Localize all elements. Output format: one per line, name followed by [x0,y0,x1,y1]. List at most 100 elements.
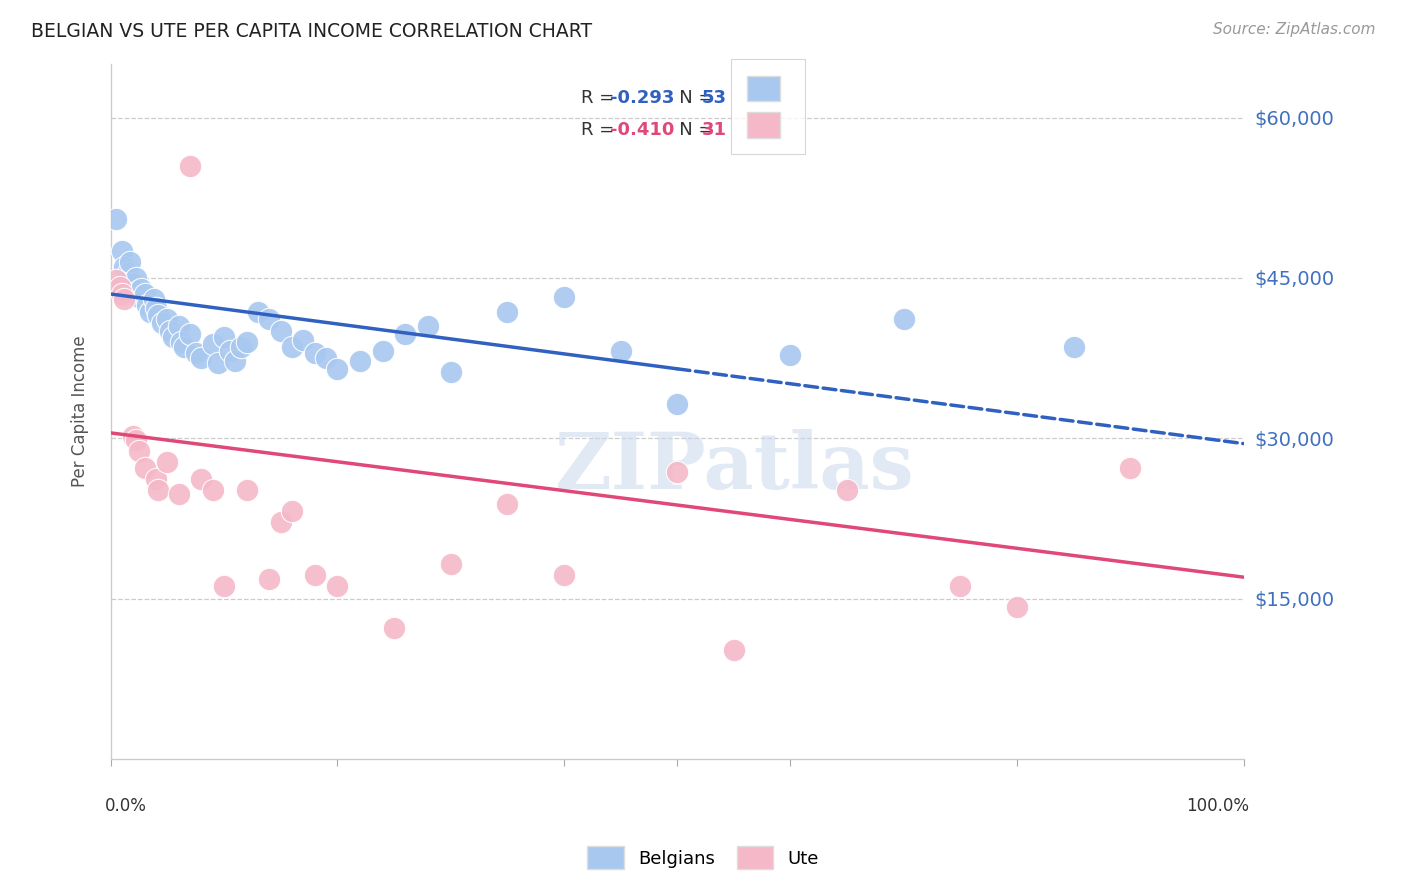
Point [371,343,394,358]
Point [170,335,193,350]
Text: N =: N = [662,121,720,139]
Point [128,290,150,304]
Point [835,483,858,497]
Point [179,159,201,173]
Point [122,277,145,291]
Point [229,341,252,355]
Point [111,287,134,301]
Point [1063,341,1085,355]
Text: Source: ZipAtlas.com: Source: ZipAtlas.com [1212,22,1375,37]
Point [224,354,246,368]
Text: N =: N = [662,88,720,107]
Point [173,341,195,355]
Point [125,271,148,285]
Point [315,351,337,365]
Point [723,642,745,657]
Point [292,333,315,347]
Point [127,284,149,298]
Point [893,311,915,326]
Point [496,305,519,319]
Point [122,429,145,443]
Text: R =: R = [581,121,620,139]
Point [148,483,170,497]
Point [270,515,292,529]
Point [553,290,575,304]
Point [553,568,575,582]
Point [270,325,292,339]
Point [179,326,201,341]
Point [247,305,270,319]
Point [496,498,519,512]
Point [259,572,281,586]
Text: 31: 31 [702,121,727,139]
Point [326,361,349,376]
Point [235,335,257,350]
Point [416,319,439,334]
Point [145,472,167,486]
Point [190,472,212,486]
Text: 0.0%: 0.0% [105,797,148,815]
Point [235,483,257,497]
Point [112,260,135,275]
Legend: , : , [731,60,804,154]
Point [111,244,134,259]
Point [304,568,326,582]
Point [201,337,224,351]
Point [156,455,179,469]
Point [218,343,240,358]
Point [259,311,281,326]
Point [382,622,405,636]
Point [394,326,416,341]
Point [349,354,371,368]
Text: R =: R = [581,88,620,107]
Point [212,579,235,593]
Text: -0.410: -0.410 [610,121,675,139]
Point [142,293,165,307]
Point [125,434,148,448]
Point [134,461,156,475]
Legend: Belgians, Ute: Belgians, Ute [578,838,828,879]
Point [167,319,190,334]
Point [108,279,131,293]
Point [134,287,156,301]
Point [148,309,170,323]
Point [439,558,461,572]
Point [136,298,159,312]
Point [609,343,631,358]
Point [139,305,162,319]
Text: -0.293: -0.293 [610,88,675,107]
Text: 100.0%: 100.0% [1187,797,1249,815]
Point [201,483,224,497]
Y-axis label: Per Capita Income: Per Capita Income [72,335,89,487]
Point [117,266,139,280]
Point [156,311,179,326]
Point [167,487,190,501]
Point [112,293,135,307]
Point [105,212,128,227]
Text: 53: 53 [702,88,727,107]
Point [150,316,173,330]
Point [190,351,212,365]
Point [779,348,801,362]
Point [162,330,184,344]
Text: BELGIAN VS UTE PER CAPITA INCOME CORRELATION CHART: BELGIAN VS UTE PER CAPITA INCOME CORRELA… [31,22,592,41]
Point [118,255,141,269]
Point [131,282,153,296]
Point [949,579,972,593]
Point [145,301,167,315]
Point [105,273,128,287]
Point [1005,600,1028,615]
Point [128,444,150,458]
Point [326,579,349,593]
Point [184,345,207,359]
Point [1119,461,1142,475]
Point [212,330,235,344]
Point [207,356,229,370]
Point [666,397,689,411]
Point [304,345,326,359]
Point [439,365,461,379]
Text: ZIPatlas: ZIPatlas [554,429,914,505]
Point [159,325,181,339]
Point [281,504,304,518]
Point [281,341,304,355]
